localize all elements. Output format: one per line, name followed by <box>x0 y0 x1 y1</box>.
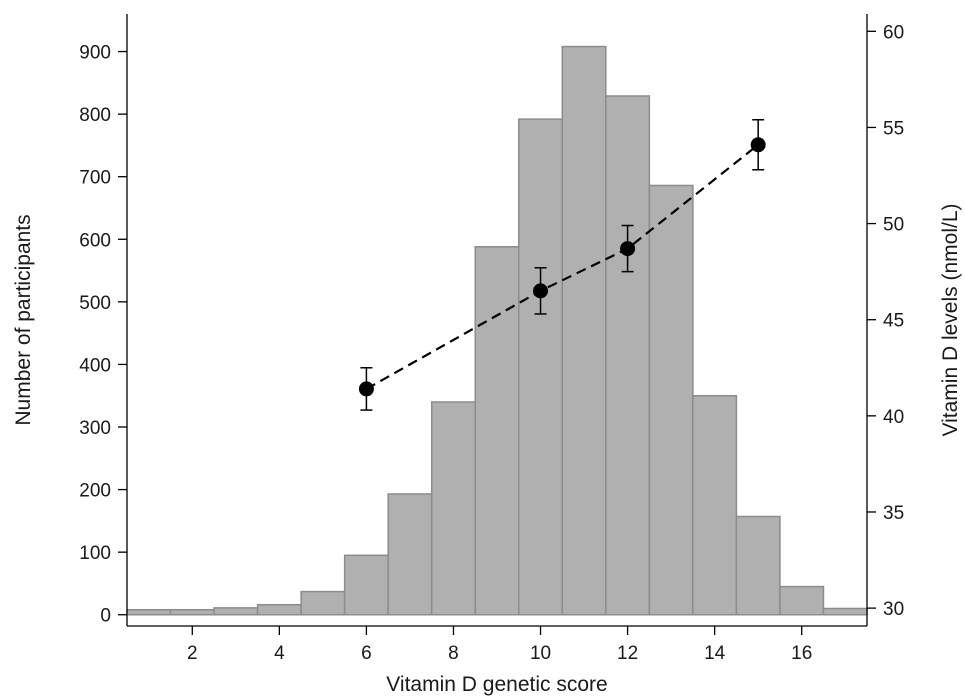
data-point <box>533 283 549 299</box>
y-tick-label: 0 <box>100 606 111 627</box>
histogram-bar <box>518 118 564 616</box>
x-tick-label: 6 <box>361 643 372 664</box>
y-tick-label: 100 <box>79 543 111 564</box>
y-tick-label: 600 <box>79 230 111 251</box>
y2-tick-label: 50 <box>883 215 904 236</box>
x-tick-label: 14 <box>704 643 726 664</box>
histogram-bar <box>561 45 607 616</box>
histogram-bar <box>213 607 259 616</box>
histogram-bar <box>343 554 389 616</box>
y-tick-label: 500 <box>79 293 111 314</box>
y2-tick-label: 55 <box>883 118 904 139</box>
histogram-bar <box>387 493 433 616</box>
x-tick-label: 12 <box>617 643 638 664</box>
y2-tick-label: 60 <box>883 22 904 43</box>
x-axis-title: Vitamin D genetic score <box>386 673 607 696</box>
histogram-bars <box>126 45 868 616</box>
histogram-bar <box>474 246 520 616</box>
histogram-bar <box>169 608 215 616</box>
data-point <box>750 137 766 153</box>
vitamin-d-series <box>358 118 766 411</box>
histogram-bar <box>692 394 738 616</box>
x-tick-label: 4 <box>274 643 285 664</box>
y2-tick-label: 35 <box>883 503 904 524</box>
y2-tick-label: 45 <box>883 311 904 332</box>
data-point <box>620 241 636 257</box>
y-tick-label: 300 <box>79 418 111 439</box>
y-tick-label: 800 <box>79 105 111 126</box>
y-tick-label: 400 <box>79 355 111 376</box>
x-tick-label: 8 <box>448 643 459 664</box>
y2-tick-label: 30 <box>883 599 904 620</box>
histogram-bar <box>735 515 781 616</box>
series-line <box>365 143 759 390</box>
y2-axis-title: Vitamin D levels (nmol/L) <box>939 203 962 436</box>
histogram-bar <box>779 585 825 616</box>
histogram-bar <box>822 607 868 616</box>
y-tick-label: 700 <box>79 168 111 189</box>
y-tick-label: 200 <box>79 481 111 502</box>
x-tick-label: 2 <box>187 643 198 664</box>
y-axis-title: Number of participants <box>12 214 35 425</box>
histogram-bar <box>126 608 172 616</box>
histogram-bar <box>648 184 694 616</box>
y-tick-label: 900 <box>79 43 111 64</box>
x-tick-label: 10 <box>530 643 551 664</box>
y2-tick-label: 40 <box>883 407 904 428</box>
data-point <box>358 381 374 397</box>
histogram-bar <box>300 590 346 616</box>
x-tick-label: 16 <box>791 643 812 664</box>
histogram-bar <box>256 603 302 616</box>
histogram-bar <box>605 95 651 616</box>
histogram-bar <box>430 401 476 616</box>
axes: 2 4 6 8 10 12 14 16 0 100 200 300 400 500 600 700 800 900… <box>79 14 904 664</box>
